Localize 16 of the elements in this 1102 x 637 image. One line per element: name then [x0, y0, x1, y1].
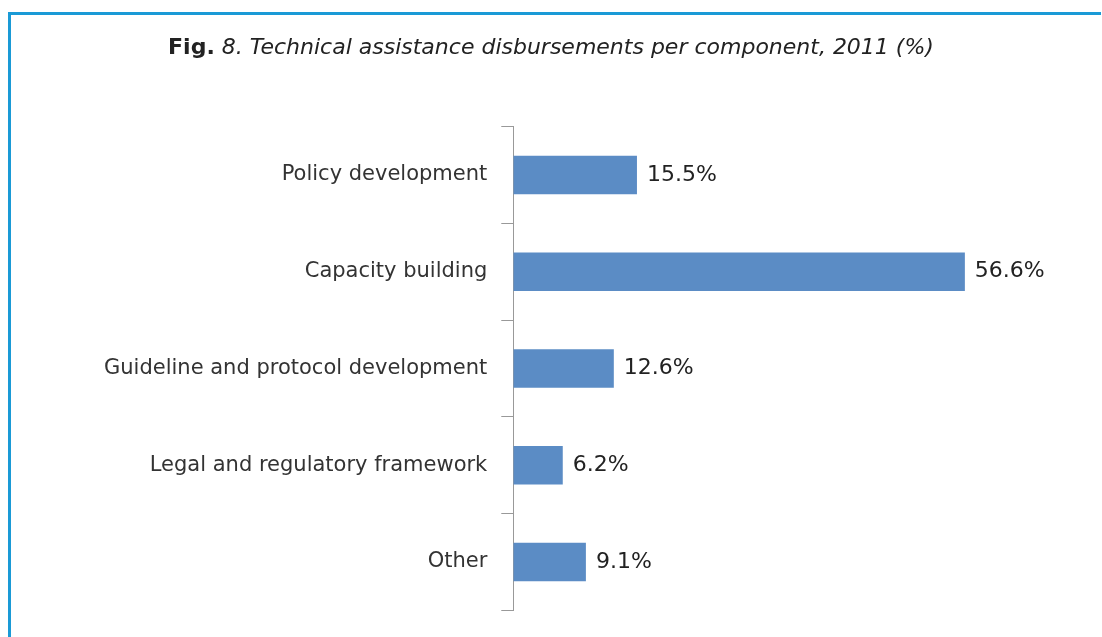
data-label: 12.6%: [623, 354, 694, 380]
y-tick-label: Legal and regulatory framework: [149, 451, 489, 476]
data-label: 15.5%: [646, 160, 717, 186]
bar: [513, 445, 563, 485]
data-label: 56.6%: [974, 257, 1045, 283]
y-tick-label: Guideline and protocol development: [103, 354, 488, 379]
y-tick-label: Policy development: [281, 161, 488, 186]
bar: [513, 542, 586, 582]
y-tick-label: Other: [427, 548, 488, 573]
y-tick-label: Capacity building: [304, 258, 488, 283]
chart-title: Fig. 8. Technical assistance disbursements per component, 2011 (%): [168, 34, 934, 59]
bar: [513, 349, 614, 388]
bar: [513, 155, 637, 195]
data-label: 6.2%: [572, 450, 629, 476]
data-label: 9.1%: [595, 547, 652, 573]
bar: [513, 252, 965, 292]
